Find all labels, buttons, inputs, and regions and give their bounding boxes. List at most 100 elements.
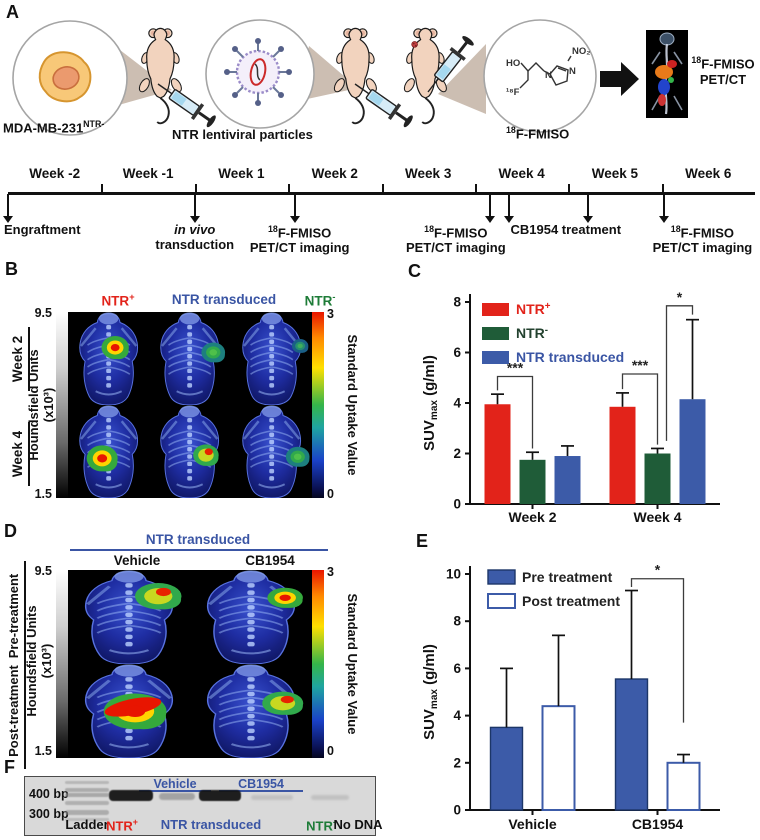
significance-bracket (496, 375, 534, 449)
significance-label: * (655, 562, 661, 578)
timeline-week-label: Week 4 (498, 166, 545, 181)
pet-image Pre-treatment CB1954 (190, 570, 312, 664)
virus-spikes (229, 43, 287, 101)
legend-swatch NTR transduced (482, 351, 509, 364)
cell-line-label: MDA-MB-231NTR- (3, 119, 104, 135)
syringe-thumb-rest (462, 36, 474, 46)
lane-label-ladder: Ladder (65, 817, 109, 832)
y-tick-label: 4 (453, 708, 461, 723)
petct-result-label: 18F-FMISO PET/CT (688, 52, 758, 88)
tumor-spot (411, 41, 418, 48)
arrow-icon (600, 62, 639, 96)
gel-group-cb1954: CB1954 (219, 778, 303, 792)
significance-label: * (677, 289, 683, 305)
suv-scale-min: 0 (327, 487, 334, 501)
legend-swatch NTR^{+} (482, 303, 509, 316)
timeline-event-label-line: 18F-FMISO (670, 224, 735, 241)
syringe-liquid (368, 91, 384, 106)
mouse-foot (170, 78, 182, 93)
mouse-tail (421, 97, 435, 125)
chem-bonds (519, 55, 572, 89)
hounsfield-line1: Houndsfield Units (26, 349, 41, 461)
bar NTR^{+} Week 4 (609, 406, 636, 504)
significance-bracket (630, 578, 685, 723)
timeline-event-label: Engraftment (4, 222, 81, 237)
mouse-body (146, 27, 175, 99)
experiment-timeline: Week -2 Week -1 Week 1 Week 2 Week 3 Week 4 We… (0, 158, 760, 256)
chem-no2-label: NO₂ (572, 46, 590, 57)
hounsfield-axis-label-d: Houndsfield Units (x10³) (24, 576, 56, 746)
timeline-event-label-line: transduction (155, 237, 235, 252)
group-header-underline (70, 549, 328, 551)
timeline-event-label-line: PET/CT imaging (249, 240, 350, 256)
y-axis-title: SUVmax (g/ml) (421, 644, 440, 740)
bar NTR transduced Week 2 (554, 456, 581, 504)
syringe-flange (449, 47, 466, 61)
timeline-tick (568, 184, 571, 193)
timeline-event-label: CB1954 treatment (510, 222, 621, 237)
mouse-foot (403, 78, 415, 93)
timeline-event-label-line: 18F-FMISO (424, 224, 488, 241)
category-label: Week 2 (509, 509, 557, 525)
gel-ladder-band (65, 801, 109, 805)
legend-swatch Pre treatment (487, 569, 516, 585)
timeline-event-label-line: in vivo (174, 222, 216, 237)
timeline-tick (381, 184, 384, 193)
chem-n1-label: N (545, 70, 552, 81)
mouse-foot (138, 78, 150, 93)
bar Post treatment CB1954 (666, 761, 701, 812)
timeline-event-label: 18F-FMISO PET/CT imaging (225, 222, 375, 255)
panel-d-label: D (4, 521, 17, 541)
syringe-icon (427, 36, 474, 93)
legend-label NTR^{+}: NTR+ (516, 301, 551, 317)
gel-marker-300: 300 bp (29, 807, 69, 821)
suv-axis-label-d: Standard Uptake Value (345, 593, 360, 735)
bar Pre treatment CB1954 (614, 678, 649, 811)
bar Post treatment Vehicle (541, 705, 576, 811)
timeline-event-arrowhead (503, 216, 514, 223)
gel-band NTR transduced Vehicle 2 (199, 790, 241, 801)
pet-image Post-treatment CB1954 (190, 664, 312, 758)
timeline-event-arrowhead (289, 216, 300, 223)
timeline-tick (288, 184, 291, 193)
panel-a-label: A (6, 2, 19, 22)
gray-scale-min: 1.5 (34, 487, 52, 501)
panel-a-illustration: HO NO₂ N N ¹⁸F (12, 19, 688, 136)
zoom-cone (438, 44, 486, 114)
significance-bracket (665, 305, 694, 441)
syringe-plunger (198, 111, 211, 122)
pet-image Week 4 NTR+ (68, 405, 150, 498)
petct-thumbnail (646, 30, 688, 118)
y-tick-label: 8 (453, 295, 461, 310)
col-header-ntr-pos: NTR+ (101, 292, 135, 309)
hounsfield-axis-label: Houndsfield Units (x10³) (26, 320, 58, 490)
cell-line-sup: NTR- (83, 119, 105, 129)
timeline-event-label-line: CB1954 treatment (510, 222, 622, 237)
col-header-ntr-neg: NTR- (304, 292, 336, 309)
syringe-plunger (457, 41, 468, 54)
y-tick-label: 10 (446, 567, 461, 582)
timeline-event-arrowhead (484, 216, 495, 223)
y-tick-label: 6 (453, 661, 461, 676)
syringe-needle (354, 83, 370, 95)
bar Pre treatment Vehicle (489, 726, 524, 811)
petct-result-line1: 18F-FMISO (691, 55, 755, 72)
gel-band NTR transduced CB1954 2 (311, 795, 349, 800)
mouse-foot (333, 78, 345, 93)
suv-axis-label: Standard Uptake Value (345, 334, 360, 476)
significance-bracket (621, 373, 659, 445)
gel-ladder-band (65, 810, 109, 815)
mouse-body (411, 27, 440, 99)
pet-image Week 4 NTR transduced (149, 405, 231, 498)
suv-scale-max: 3 (327, 307, 334, 321)
pet-image Week 2 NTR+ (68, 312, 150, 405)
y-axis-title: SUVmax (g/ml) (421, 355, 440, 451)
syringe-liquid (436, 64, 451, 80)
suvmax-treatment-chart: 0 2 4 6 8 10 SUVmax (g/ml) Vehicle CB1954 Pre tre… (421, 562, 720, 832)
gel-band NTR+ (109, 790, 153, 801)
chem-n2-label: N (569, 66, 576, 77)
lane-label-ntr-pos: NTR+ (106, 817, 138, 834)
chem-18f-label: ¹⁸F (506, 87, 520, 98)
timeline-event-label-line: PET/CT imaging (652, 240, 753, 256)
